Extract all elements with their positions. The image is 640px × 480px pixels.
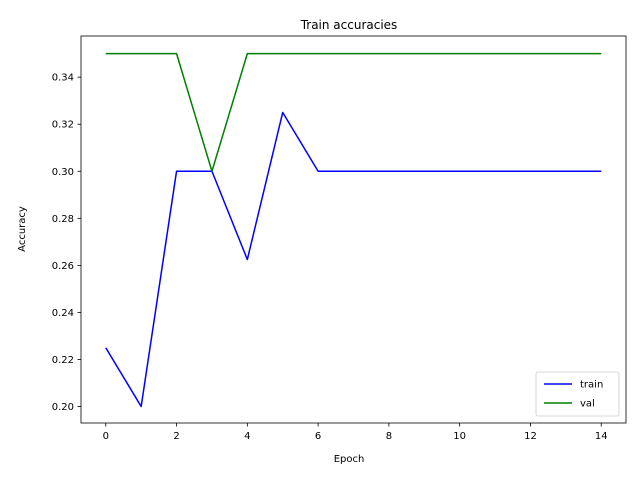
y-tick-label: 0.22 bbox=[52, 355, 74, 366]
plot-frame bbox=[80, 35, 627, 424]
x-tick-label: 14 bbox=[595, 431, 608, 442]
y-axis-title: Accuracy bbox=[17, 206, 28, 252]
series-line-train bbox=[105, 111, 602, 408]
x-tick-label: 4 bbox=[244, 431, 250, 442]
x-tick-label: 8 bbox=[386, 431, 392, 442]
x-tick-label: 6 bbox=[315, 431, 321, 442]
chart-title: Train accuracies bbox=[300, 18, 398, 32]
y-tick-label: 0.26 bbox=[52, 261, 74, 272]
y-tick-label: 0.20 bbox=[52, 402, 74, 413]
x-axis-ticks: 0 2 4 6 8 10 12 14 bbox=[103, 423, 608, 442]
series-layer bbox=[105, 52, 602, 408]
y-tick-label: 0.30 bbox=[52, 167, 74, 178]
series-line-val bbox=[105, 52, 602, 173]
legend: train val bbox=[535, 371, 620, 417]
x-tick-label: 10 bbox=[453, 431, 466, 442]
y-tick-label: 0.34 bbox=[52, 73, 74, 84]
legend-label-val: val bbox=[580, 399, 595, 410]
y-tick-label: 0.32 bbox=[52, 120, 74, 131]
x-tick-label: 0 bbox=[103, 431, 109, 442]
legend-label-train: train bbox=[580, 380, 603, 391]
y-tick-label: 0.28 bbox=[52, 214, 74, 225]
x-tick-label: 2 bbox=[173, 431, 179, 442]
legend-box bbox=[535, 371, 620, 417]
y-axis-ticks: 0.20 0.22 0.24 0.26 0.28 0.30 0.32 0.34 bbox=[52, 73, 81, 413]
x-tick-label: 12 bbox=[524, 431, 537, 442]
x-axis-title: Epoch bbox=[334, 454, 365, 465]
y-tick-label: 0.24 bbox=[52, 308, 74, 319]
